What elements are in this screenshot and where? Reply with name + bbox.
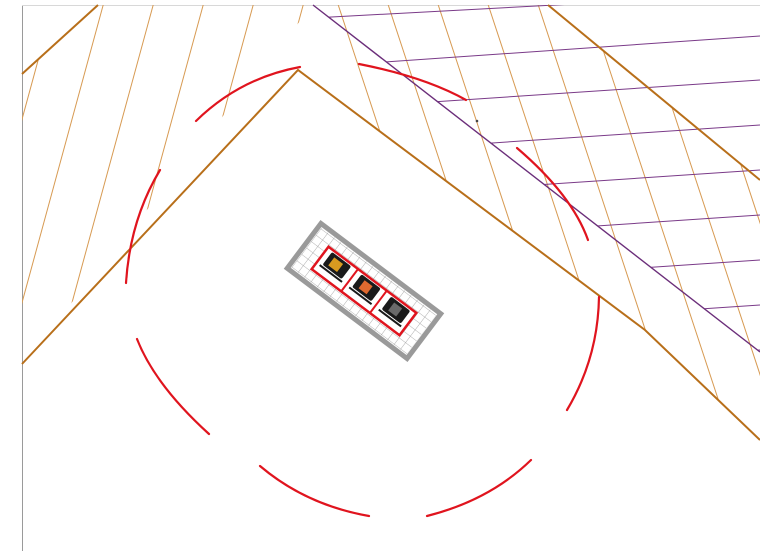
device-base [348, 286, 373, 306]
device-base [378, 308, 402, 328]
device-accent [388, 302, 403, 317]
equipment-unit-2[interactable] [348, 273, 382, 306]
equipment-divider-1 [340, 268, 359, 292]
purple-boundary-line [312, 4, 760, 353]
range-ring [124, 62, 601, 518]
device-base [319, 264, 343, 283]
equipment-block[interactable] [283, 220, 445, 362]
equipment-divider-2 [369, 290, 388, 314]
equipment-unit-1[interactable] [319, 251, 353, 283]
device-accent [358, 280, 373, 295]
point-marker [475, 119, 479, 123]
parcel-outline-right [547, 4, 760, 181]
device-accent [328, 257, 344, 272]
parcel-outline-left [21, 4, 99, 75]
parcel-outline-inner [21, 68, 760, 441]
equipment-unit-3[interactable] [378, 295, 412, 328]
